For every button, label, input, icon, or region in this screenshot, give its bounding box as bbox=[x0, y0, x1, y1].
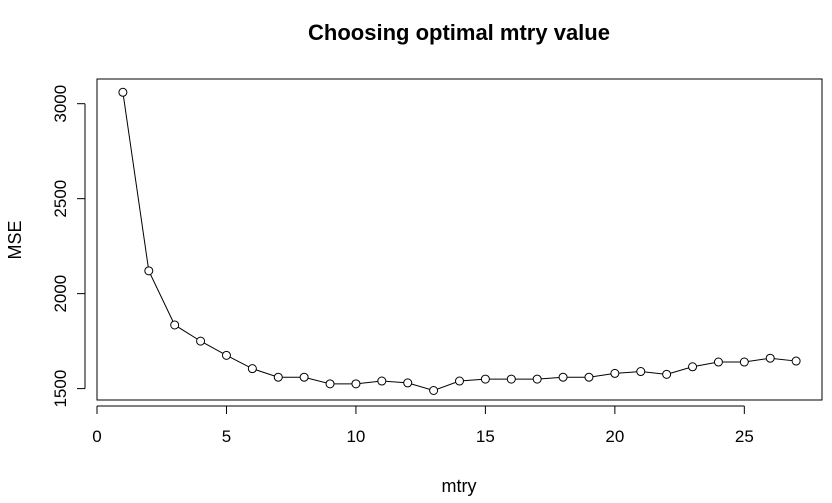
data-point bbox=[584, 372, 594, 382]
data-point bbox=[532, 374, 542, 384]
data-point bbox=[765, 353, 775, 363]
data-point bbox=[196, 336, 206, 346]
y-axis: 1500 2000 2500 3000 bbox=[51, 85, 86, 408]
x-axis: 0 5 10 15 20 25 bbox=[92, 405, 754, 446]
x-tick-label: 25 bbox=[735, 427, 754, 446]
data-point bbox=[610, 368, 620, 378]
y-tick-label: 2000 bbox=[51, 275, 70, 313]
data-point bbox=[299, 372, 309, 382]
data-point bbox=[144, 266, 154, 276]
data-point bbox=[480, 374, 490, 384]
x-tick-label: 10 bbox=[346, 427, 365, 446]
data-point bbox=[455, 376, 464, 386]
data-point bbox=[558, 372, 568, 382]
x-axis-label: mtry bbox=[442, 476, 477, 496]
data-point bbox=[273, 372, 283, 382]
x-tick-label: 20 bbox=[605, 427, 624, 446]
y-tick-label: 1500 bbox=[51, 370, 70, 408]
series-layer bbox=[118, 87, 801, 395]
data-point bbox=[170, 320, 180, 330]
data-point bbox=[506, 374, 516, 384]
data-point bbox=[325, 379, 335, 389]
data-point bbox=[739, 357, 749, 367]
y-axis-label: MSE bbox=[5, 220, 25, 259]
data-point bbox=[221, 350, 231, 360]
data-point bbox=[791, 356, 801, 366]
chart-title: Choosing optimal mtry value bbox=[308, 20, 610, 45]
data-point bbox=[247, 364, 257, 374]
data-point bbox=[662, 369, 672, 379]
plot-frame bbox=[96, 78, 823, 401]
data-point bbox=[377, 376, 387, 386]
data-point bbox=[713, 357, 723, 367]
data-point bbox=[403, 378, 413, 388]
data-point bbox=[351, 379, 361, 389]
x-tick-label: 15 bbox=[476, 427, 495, 446]
data-point bbox=[429, 386, 439, 395]
y-tick-label: 3000 bbox=[51, 85, 70, 123]
x-tick-label: 5 bbox=[222, 427, 231, 446]
data-point bbox=[688, 362, 698, 372]
y-tick-label: 2500 bbox=[51, 180, 70, 218]
x-tick-label: 0 bbox=[92, 427, 101, 446]
data-point bbox=[636, 367, 646, 377]
data-point bbox=[118, 87, 128, 97]
series-line bbox=[122, 92, 797, 392]
